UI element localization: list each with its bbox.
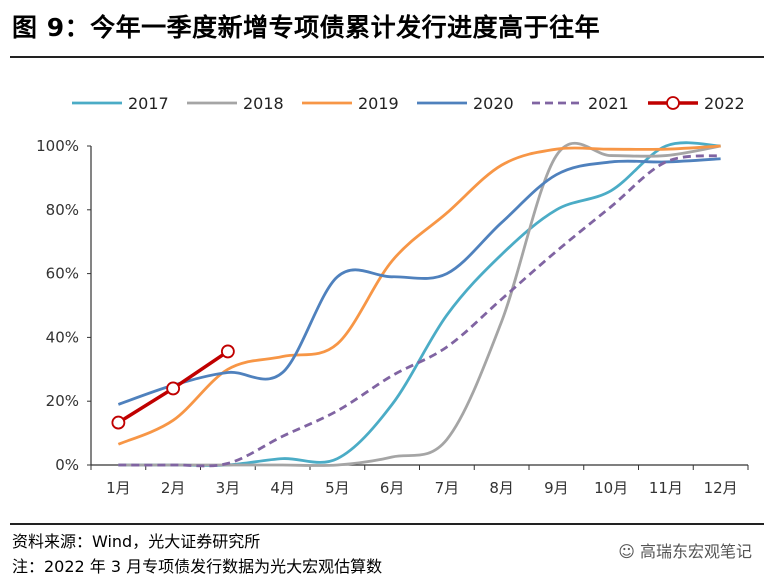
data-point-2022 <box>220 344 235 359</box>
y-tick-label: 80% <box>46 201 79 219</box>
data-point-2022 <box>166 381 181 396</box>
series-line-2020 <box>117 157 721 406</box>
y-tick-label: 0% <box>55 456 79 474</box>
y-tick-label: 40% <box>46 328 79 346</box>
series-line-2018 <box>118 141 721 467</box>
legend-marker-2022 <box>666 96 680 110</box>
footnote: 注：2022 年 3 月专项债发行数据为光大宏观估算数 <box>12 557 383 576</box>
legend-label-2018: 2018 <box>243 94 284 113</box>
y-tick-label: 100% <box>36 137 79 155</box>
watermark: ☺ 高瑞东宏观笔记 <box>618 538 752 562</box>
data-point-2022 <box>111 415 126 430</box>
legend-label-2017: 2017 <box>128 94 169 113</box>
series-line-2021 <box>118 154 721 468</box>
wechat-icon: ☺ <box>618 542 640 561</box>
x-tick-label: 6月 <box>380 479 405 497</box>
x-tick-label: 2月 <box>161 479 186 497</box>
x-tick-label: 3月 <box>216 479 241 497</box>
footer-divider <box>10 523 764 525</box>
x-tick-label: 12月 <box>704 479 738 497</box>
x-tick-label: 10月 <box>594 479 628 497</box>
legend-label-2021: 2021 <box>588 94 629 113</box>
legend-label-2022: 2022 <box>704 94 745 113</box>
legend-label-2020: 2020 <box>473 94 514 113</box>
watermark-text: 高瑞东宏观笔记 <box>639 542 752 561</box>
x-tick-label: 7月 <box>435 479 460 497</box>
source-note: 资料来源：Wind，光大证券研究所 <box>12 532 261 551</box>
y-tick-label: 20% <box>46 392 79 410</box>
x-tick-label: 4月 <box>270 479 295 497</box>
x-tick-label: 9月 <box>544 479 569 497</box>
x-tick-label: 8月 <box>489 479 514 497</box>
x-tick-label: 1月 <box>106 479 131 497</box>
title-divider <box>10 56 764 58</box>
legend-label-2019: 2019 <box>358 94 399 113</box>
x-tick-label: 5月 <box>325 479 350 497</box>
chart-title: 图 9：今年一季度新增专项债累计发行进度高于往年 <box>12 13 601 42</box>
x-tick-label: 11月 <box>649 479 683 497</box>
y-tick-label: 60% <box>46 265 79 283</box>
